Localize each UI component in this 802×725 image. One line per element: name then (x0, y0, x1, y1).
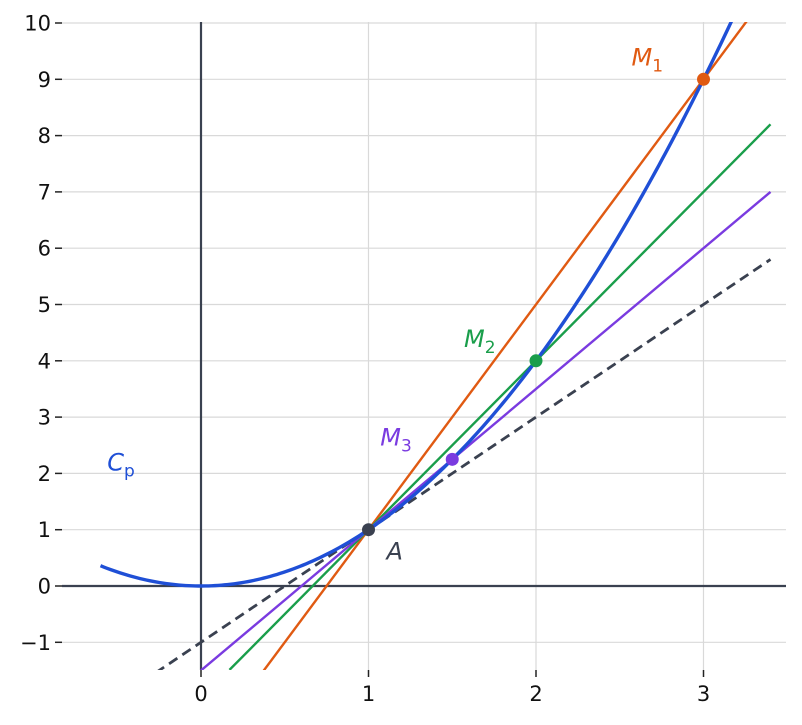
axes: −1 0 1 2 3 4 5 6 7 8 9 10 0 1 2 3 (20, 12, 786, 706)
y-tick-label: 2 (38, 462, 51, 486)
point-m3-label: M3 (380, 423, 412, 456)
y-tick-label: 9 (38, 68, 51, 92)
grid (62, 22, 786, 670)
y-tick-label: −1 (20, 631, 51, 655)
point-a-label: A (385, 538, 403, 566)
x-tick-label: 3 (697, 682, 710, 706)
point-m2-marker (529, 354, 543, 368)
y-tick-label: 3 (38, 406, 51, 430)
y-tick-label: 5 (38, 293, 51, 317)
point-m3-marker (445, 452, 459, 466)
y-tick-label: 10 (24, 12, 51, 36)
y-tick-label: 1 (38, 518, 51, 542)
secant-m1-line (262, 22, 748, 670)
point-a-marker (362, 523, 375, 537)
labels: A M1 M2 M3 Cp (107, 43, 663, 565)
tangent-a-line (157, 258, 772, 670)
y-tick-label: 4 (38, 349, 51, 373)
y-tick-label: 0 (38, 575, 51, 599)
x-tick-label: 2 (529, 682, 542, 706)
x-tick-label: 1 (362, 682, 375, 706)
secant-m3-line (200, 190, 772, 670)
point-m1-marker (697, 72, 710, 86)
point-m1-label: M1 (632, 43, 664, 76)
x-tick-label: 0 (194, 682, 207, 706)
curve-cp (99, 22, 734, 588)
point-m2-label: M2 (464, 325, 496, 358)
secant-m2-line (228, 123, 772, 670)
y-tick-label: 6 (38, 237, 51, 261)
curve-cp-label: Cp (107, 449, 135, 482)
y-tick-label: 7 (38, 180, 51, 204)
points (362, 72, 710, 537)
plot-area (99, 22, 772, 670)
y-tick-label: 8 (38, 124, 51, 148)
